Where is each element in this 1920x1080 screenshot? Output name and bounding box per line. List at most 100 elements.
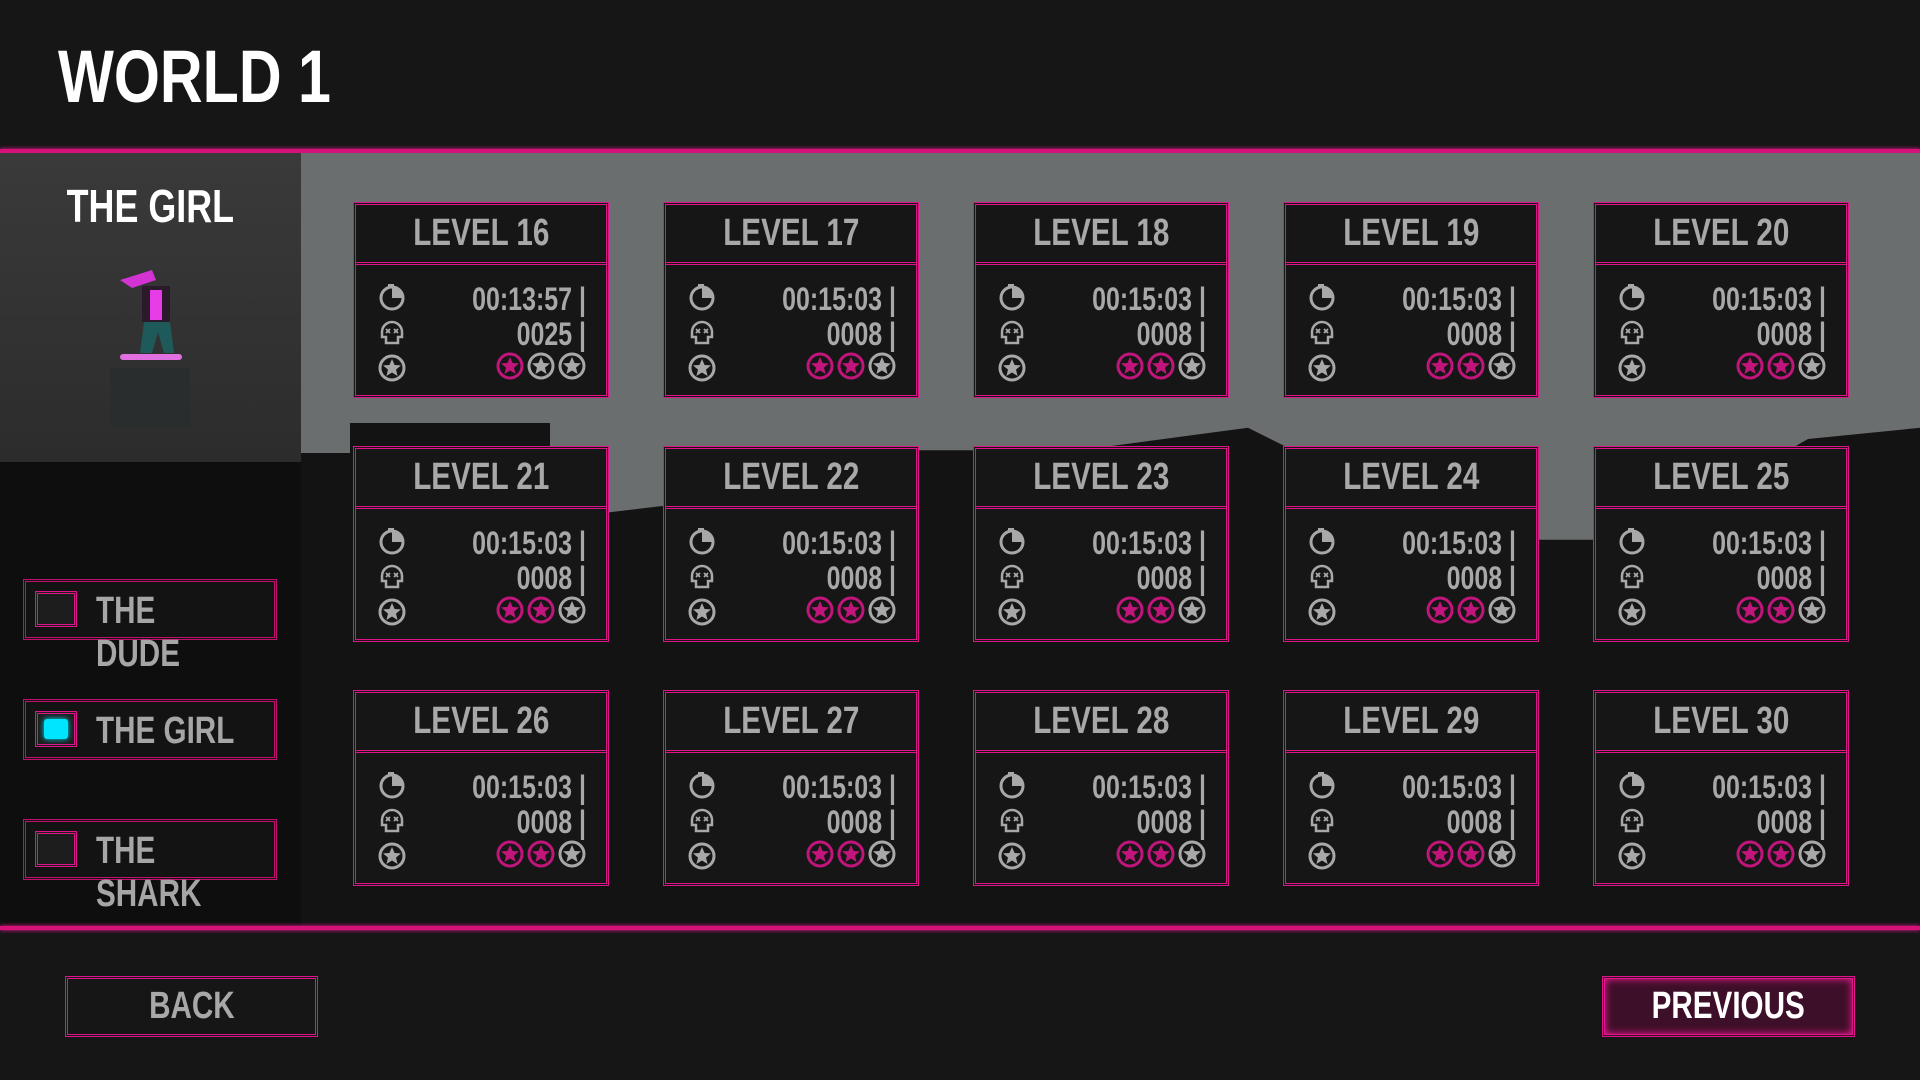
best-time: 00:15:03 | — [1402, 281, 1516, 317]
star-icon — [688, 354, 716, 382]
level-title: LEVEL 25 — [1596, 449, 1846, 509]
level-title: LEVEL 16 — [356, 205, 606, 265]
level-title: LEVEL 28 — [976, 693, 1226, 753]
character-option-label: THE GIRL — [96, 710, 235, 752]
level-card[interactable]: LEVEL 21 00:15:03 | 0008 | — [353, 446, 609, 642]
skull-icon — [378, 318, 406, 346]
star-earned-icon — [1767, 596, 1795, 629]
star-earned-icon — [1736, 840, 1764, 873]
level-card[interactable]: LEVEL 18 00:15:03 | 0008 | — [973, 202, 1229, 398]
level-card[interactable]: LEVEL 26 00:15:03 | 0008 | — [353, 690, 609, 886]
level-title: LEVEL 26 — [356, 693, 606, 753]
star-rating — [1116, 840, 1206, 873]
level-card[interactable]: LEVEL 24 00:15:03 | 0008 | — [1283, 446, 1539, 642]
checkbox[interactable] — [35, 711, 77, 747]
skull-icon — [1308, 562, 1336, 590]
star-rating — [1736, 352, 1826, 385]
character-option-label: THE DUDE — [96, 590, 180, 675]
timer-icon — [688, 527, 716, 555]
level-card[interactable]: LEVEL 16 00:13:57 | 0025 | — [353, 202, 609, 398]
star-earned-icon — [806, 596, 834, 629]
best-time: 00:15:03 | — [1712, 281, 1826, 317]
star-icon — [1618, 598, 1646, 626]
skull-icon — [998, 806, 1026, 834]
best-time: 00:15:03 | — [782, 769, 896, 805]
star-earned-icon — [1116, 596, 1144, 629]
timer-icon — [688, 283, 716, 311]
death-count: 0008 | — [1756, 560, 1826, 596]
star-rating — [1426, 596, 1516, 629]
star-earned-icon — [1457, 352, 1485, 385]
character-option-label: THE SHARK — [96, 830, 202, 915]
star-earned-icon — [1147, 840, 1175, 873]
death-count: 0025 | — [516, 316, 586, 352]
star-rating — [1426, 352, 1516, 385]
level-card[interactable]: LEVEL 23 00:15:03 | 0008 | — [973, 446, 1229, 642]
header: WORLD 1 — [0, 0, 1920, 150]
star-earned-icon — [496, 840, 524, 873]
timer-icon — [1618, 771, 1646, 799]
death-count: 0008 | — [826, 560, 896, 596]
timer-icon — [1308, 527, 1336, 555]
level-card[interactable]: LEVEL 29 00:15:03 | 0008 | — [1283, 690, 1539, 886]
skull-icon — [1618, 562, 1646, 590]
level-card[interactable]: LEVEL 27 00:15:03 | 0008 | — [663, 690, 919, 886]
star-earned-icon — [1426, 840, 1454, 873]
star-rating — [806, 352, 896, 385]
star-rating — [496, 352, 586, 385]
divider — [0, 149, 1920, 153]
star-icon — [998, 842, 1026, 870]
star-icon — [688, 842, 716, 870]
character-option-the-girl[interactable]: THE GIRL — [23, 699, 277, 760]
level-card[interactable]: LEVEL 17 00:15:03 | 0008 | — [663, 202, 919, 398]
checkbox[interactable] — [35, 831, 77, 867]
skull-icon — [1618, 318, 1646, 346]
star-earned-icon — [806, 840, 834, 873]
level-title: LEVEL 27 — [666, 693, 916, 753]
star-empty-icon — [1798, 840, 1826, 873]
star-earned-icon — [837, 840, 865, 873]
previous-button[interactable]: PREVIOUS — [1602, 976, 1855, 1037]
timer-icon — [378, 527, 406, 555]
death-count: 0008 | — [1136, 804, 1206, 840]
star-earned-icon — [1426, 596, 1454, 629]
level-title: LEVEL 18 — [976, 205, 1226, 265]
level-title: LEVEL 19 — [1286, 205, 1536, 265]
skull-icon — [378, 562, 406, 590]
character-option-the-shark[interactable]: THE SHARK — [23, 819, 277, 915]
star-earned-icon — [1116, 840, 1144, 873]
timer-icon — [378, 283, 406, 311]
star-earned-icon — [837, 352, 865, 385]
best-time: 00:13:57 | — [472, 281, 586, 317]
star-earned-icon — [1426, 352, 1454, 385]
level-card[interactable]: LEVEL 30 00:15:03 | 0008 | — [1593, 690, 1849, 886]
level-card[interactable]: LEVEL 28 00:15:03 | 0008 | — [973, 690, 1229, 886]
level-card[interactable]: LEVEL 19 00:15:03 | 0008 | — [1283, 202, 1539, 398]
skull-icon — [688, 806, 716, 834]
timer-icon — [1618, 527, 1646, 555]
level-card[interactable]: LEVEL 20 00:15:03 | 0008 | — [1593, 202, 1849, 398]
death-count: 0008 | — [1136, 316, 1206, 352]
star-icon — [378, 842, 406, 870]
star-empty-icon — [527, 352, 555, 385]
star-empty-icon — [868, 840, 896, 873]
page-title: WORLD 1 — [58, 35, 331, 118]
back-button[interactable]: BACK — [65, 976, 318, 1037]
best-time: 00:15:03 | — [1402, 525, 1516, 561]
character-title: THE GIRL — [66, 180, 235, 232]
star-icon — [688, 598, 716, 626]
level-card[interactable]: LEVEL 25 00:15:03 | 0008 | — [1593, 446, 1849, 642]
checkbox[interactable] — [35, 591, 77, 627]
level-title: LEVEL 22 — [666, 449, 916, 509]
star-rating — [1736, 840, 1826, 873]
star-rating — [806, 596, 896, 629]
star-empty-icon — [1178, 352, 1206, 385]
death-count: 0008 | — [516, 804, 586, 840]
character-option-the-dude[interactable]: THE DUDE — [23, 579, 277, 675]
star-earned-icon — [527, 596, 555, 629]
star-rating — [1116, 352, 1206, 385]
death-count: 0008 | — [1756, 804, 1826, 840]
star-icon — [1308, 598, 1336, 626]
star-earned-icon — [527, 840, 555, 873]
level-card[interactable]: LEVEL 22 00:15:03 | 0008 | — [663, 446, 919, 642]
